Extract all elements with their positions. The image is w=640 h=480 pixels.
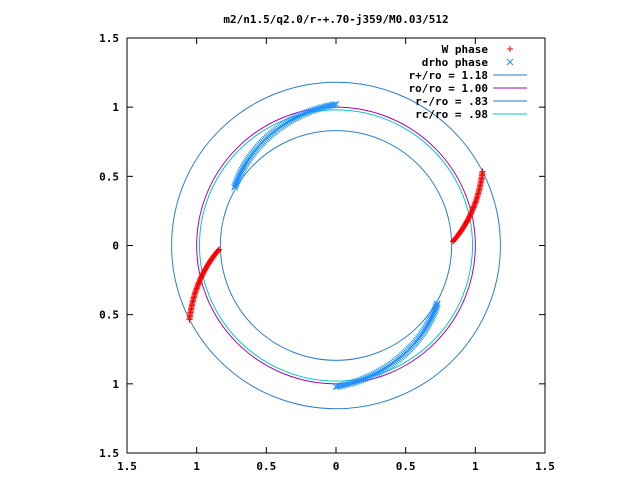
point-1-0-59 (303, 109, 311, 116)
x-tick-label-0: 1.5 (117, 460, 137, 473)
point-1-1-63 (354, 377, 361, 385)
point-1-0-52 (291, 114, 299, 122)
y-tick-label-2: 0.5 (99, 309, 119, 322)
point-1-1-55 (368, 372, 376, 379)
point-1-0-63 (311, 106, 318, 114)
x-tick-label-6: 1.5 (535, 460, 555, 473)
legend-label-1: drho phase (422, 56, 489, 69)
point-1-1-66 (348, 379, 356, 387)
point-0-1-59 (186, 316, 193, 323)
legend-label-3: ro/ro = 1.00 (409, 82, 488, 95)
y-tick-label-6: 1.5 (99, 32, 119, 45)
y-tick-label-4: 0.5 (99, 170, 119, 183)
y-tick-label-3: 0 (112, 240, 119, 253)
series-1 (231, 101, 441, 390)
point-1-1-62 (355, 377, 363, 384)
point-1-0-58 (301, 109, 309, 117)
point-1-0-53 (293, 113, 300, 121)
point-1-0-62 (309, 107, 317, 114)
point-1-0-61 (307, 107, 315, 115)
point-1-0-49 (286, 117, 294, 125)
circle-3 (196, 106, 476, 385)
point-1-1-67 (346, 380, 354, 387)
point-1-0-54 (294, 113, 302, 120)
point-1-1-64 (352, 378, 359, 386)
point-1-0-51 (289, 115, 297, 123)
series-0 (186, 168, 486, 323)
chart-title: m2/n1.5/q2.0/r-+.70-j359/M0.03/512 (223, 13, 448, 26)
legend-label-0: W phase (442, 43, 489, 56)
legend-label-2: r+/ro = 1.18 (409, 69, 488, 82)
legend-swatch-1 (506, 58, 514, 66)
circle-4 (219, 130, 453, 361)
point-1-1-68 (344, 380, 352, 388)
x-tick-label-1: 1 (193, 460, 200, 473)
point-1-1-65 (350, 379, 358, 386)
x-tick-label-2: 0.5 (256, 460, 276, 473)
point-1-1-70 (340, 381, 348, 389)
point-1-1-57 (365, 373, 372, 381)
x-tick-label-3: 0 (333, 460, 340, 473)
x-tick-label-4: 0.5 (396, 460, 416, 473)
point-1-1-61 (357, 376, 365, 384)
point-1-0-50 (288, 116, 295, 124)
point-1-1-51 (375, 368, 383, 376)
point-1-1-54 (370, 371, 378, 378)
legend-label-4: r-/ro = .83 (415, 95, 488, 108)
point-1-0-74 (332, 101, 340, 108)
legend-label-5: rc/ro = .98 (415, 108, 488, 121)
point-1-0-66 (316, 104, 324, 112)
point-1-0-69 (322, 103, 330, 110)
x-tick-label-5: 1 (472, 460, 479, 473)
point-1-1-50 (377, 367, 384, 375)
point-1-0-55 (296, 112, 304, 119)
point-1-0-57 (300, 110, 307, 118)
point-0-0-59 (479, 168, 486, 175)
point-1-1-56 (366, 372, 374, 380)
circle-5 (198, 109, 474, 382)
series-layer (171, 81, 501, 410)
point-1-0-70 (324, 102, 332, 110)
point-1-0-56 (298, 111, 306, 119)
point-1-1-53 (372, 370, 379, 378)
circle-2 (171, 81, 501, 410)
point-1-0-65 (314, 105, 322, 112)
point-1-1-58 (363, 374, 371, 382)
point-1-1-60 (359, 375, 367, 383)
point-1-0-60 (305, 108, 313, 116)
point-1-1-52 (373, 369, 381, 377)
point-1-0-72 (328, 101, 336, 109)
legend-swatch-0 (507, 46, 513, 52)
point-1-1-49 (378, 366, 386, 374)
y-tick-label-5: 1 (112, 101, 119, 114)
point-1-0-71 (326, 102, 334, 109)
point-1-0-68 (320, 103, 328, 111)
point-1-0-67 (318, 104, 326, 111)
point-1-1-59 (361, 375, 369, 382)
point-1-0-73 (330, 101, 338, 109)
point-1-1-72 (336, 382, 344, 390)
point-1-1-73 (334, 382, 342, 390)
point-1-1-71 (338, 382, 346, 389)
y-tick-label-1: 1 (112, 378, 119, 391)
point-1-1-69 (342, 381, 350, 388)
point-1-1-74 (332, 383, 340, 390)
y-tick-label-0: 1.5 (99, 447, 119, 460)
point-1-0-64 (313, 105, 320, 113)
axis-layer: 1.5 1 0.5 0 0.5 1 1.51.510.500.511.5 (99, 32, 555, 473)
